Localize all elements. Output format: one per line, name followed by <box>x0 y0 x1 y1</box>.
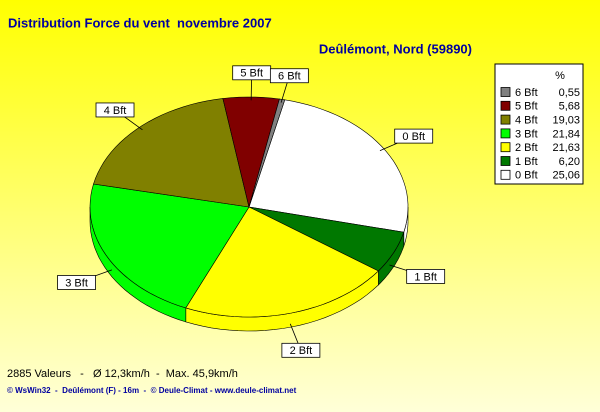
slice-label: 6 Bft <box>278 71 301 83</box>
slice-label: 2 Bft <box>290 345 313 357</box>
label-box <box>269 68 309 84</box>
legend-label: 3 Bft <box>515 128 538 140</box>
slice <box>89 183 250 309</box>
legend-value: 19,03 <box>552 115 580 127</box>
label-box <box>406 269 446 284</box>
label-box <box>281 342 321 358</box>
legend-swatch <box>500 128 511 139</box>
legend-label: 2 Bft <box>515 142 538 154</box>
legend-value: 0,55 <box>559 87 580 99</box>
legend-swatch <box>500 156 511 166</box>
legend-label: 6 Bft <box>515 87 538 99</box>
chart-title: Distribution Force du vent novembre 2007 <box>8 15 272 30</box>
footer-stats: 2885 Valeurs - Ø 12,3km/h - Max. 45,9km/… <box>7 368 238 380</box>
legend-value: 5,68 <box>559 101 580 113</box>
slice-label: 4 Bft <box>104 105 127 117</box>
legend-value: 25,06 <box>552 170 580 182</box>
label-box <box>95 102 135 118</box>
legend-label: 0 Bft <box>515 170 538 182</box>
slice-label: 5 Bft <box>240 68 263 80</box>
footer-credits: © WsWin32 - Deûlémont (F) - 16m - © Deul… <box>7 386 297 395</box>
slice <box>248 206 405 272</box>
label-box <box>57 275 96 290</box>
slice-label: 0 Bft <box>402 131 425 143</box>
slice-label: 1 Bft <box>414 271 437 283</box>
legend-label: 4 Bft <box>515 115 538 127</box>
legend-title: % <box>555 70 565 82</box>
label-box <box>394 128 434 144</box>
legend-value: 21,63 <box>552 142 580 154</box>
legend-label: 1 Bft <box>515 156 538 168</box>
legend-value: 6,20 <box>559 156 580 168</box>
chart-subtitle: Deûlémont, Nord (59890) <box>319 41 472 56</box>
slice-label: 3 Bft <box>65 277 88 289</box>
slice <box>185 206 379 318</box>
legend-swatch <box>500 100 511 111</box>
legend-swatch <box>500 169 511 180</box>
legend-swatch <box>500 142 511 153</box>
legend-value: 21,84 <box>552 128 580 140</box>
legend-swatch <box>500 87 511 97</box>
legend-swatch <box>500 114 511 125</box>
legend-label: 5 Bft <box>515 101 538 113</box>
